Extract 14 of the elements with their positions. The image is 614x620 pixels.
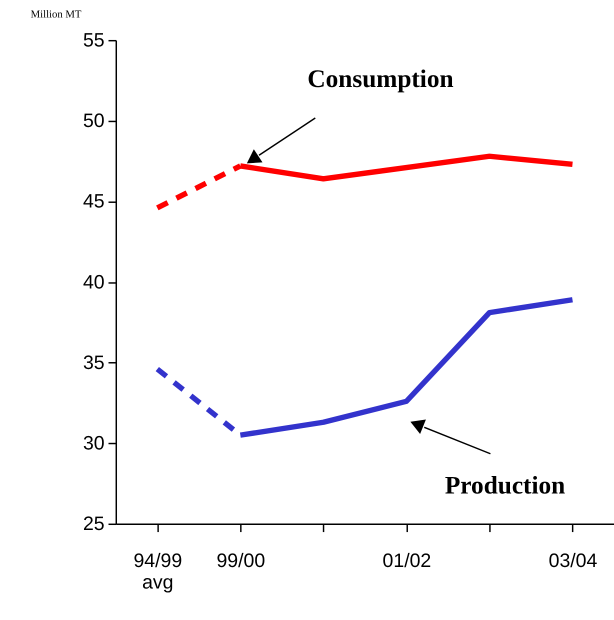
y-tick-label: 35 — [82, 352, 105, 374]
x-tick-label: 03/04 — [548, 550, 598, 572]
y-tick-label: 55 — [82, 30, 105, 52]
x-tick-label: 01/02 — [382, 550, 432, 572]
x-tick-label: 94/99 avg — [133, 550, 182, 594]
y-tick-label: 50 — [82, 110, 105, 132]
y-axis-title: Million MT — [30, 8, 82, 20]
y-tick-label: 45 — [82, 190, 105, 213]
text: Consumption — [307, 64, 454, 93]
x-tick-label: 99/00 — [216, 550, 266, 572]
y-tick-label: 30 — [82, 432, 105, 455]
y-tick-label: 25 — [82, 513, 105, 536]
text: Production — [444, 472, 566, 500]
y-tick-label: 40 — [82, 271, 105, 294]
